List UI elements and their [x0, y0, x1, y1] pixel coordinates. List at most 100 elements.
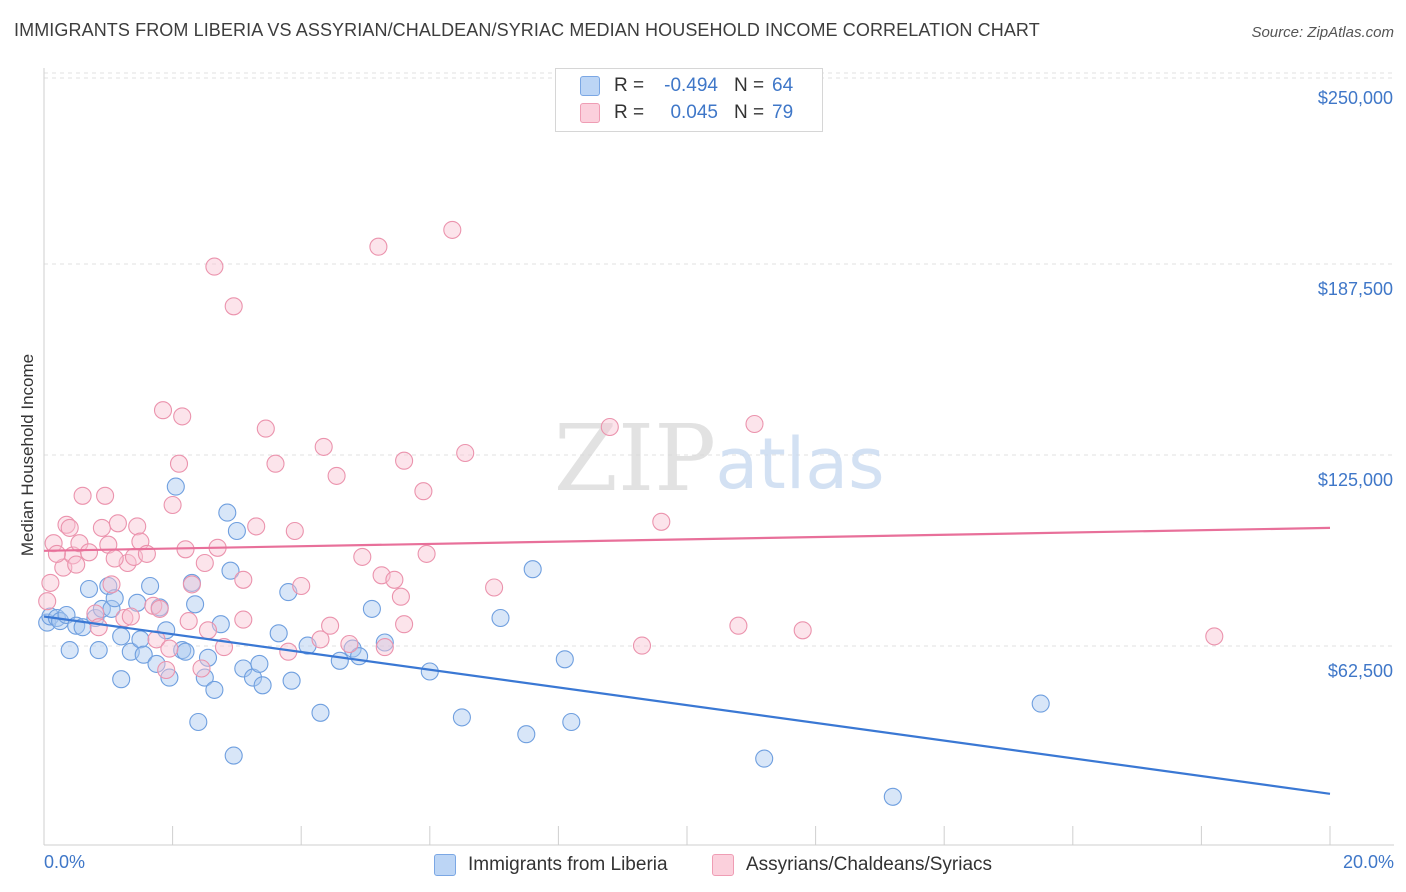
assyrian-point: [121, 607, 140, 626]
series-legend-liberia[interactable]: Immigrants from Liberia: [434, 852, 668, 878]
liberia-point: [189, 712, 208, 732]
assyrian-point: [745, 414, 764, 434]
liberia-point: [166, 477, 185, 496]
assyrian-point: [311, 630, 330, 649]
liberia-point: [221, 561, 240, 580]
y-tick-label: $62,500: [1328, 661, 1393, 681]
assyrian-point: [234, 610, 253, 629]
liberia-point: [147, 654, 166, 673]
liberia-point: [112, 670, 131, 689]
legend-n-label: N =: [734, 75, 765, 96]
trend-lines: [43, 526, 1331, 795]
liberia-point: [1031, 694, 1050, 713]
liberia-point: [186, 595, 205, 614]
liberia-point: [282, 671, 301, 690]
watermark-zip: ZIP: [554, 405, 716, 512]
assyrian-point: [414, 482, 433, 501]
liberia-point: [523, 560, 542, 579]
liberia-point: [330, 651, 349, 670]
liberia-point: [105, 589, 124, 608]
assyrian-point: [198, 621, 218, 640]
assyrian-point: [327, 466, 346, 485]
legend-r-value: 0.045: [670, 102, 718, 123]
legend-swatch-blue: [580, 76, 600, 96]
liberia-point: [224, 746, 243, 765]
liberia-point: [491, 608, 510, 628]
assyrian-point: [456, 443, 475, 463]
assyrian-point: [353, 547, 372, 566]
legend-n-label: N =: [734, 102, 765, 123]
assyrian-point: [128, 517, 147, 536]
assyrian-point: [102, 575, 121, 594]
assyrian-point: [38, 592, 57, 611]
legend-swatch-pink: [580, 103, 600, 123]
series-label-assyrian: Assyrians/Chaldeans/Syriacs: [746, 854, 993, 875]
data-points: [38, 220, 1224, 806]
assyrian-point: [391, 587, 410, 606]
assyrian-point: [70, 534, 89, 553]
legend-r-label: R =: [614, 102, 645, 123]
y-tick-label: $250,000: [1318, 88, 1393, 108]
liberia-point: [89, 641, 108, 660]
liberia-point: [362, 599, 381, 618]
assyrian-point: [205, 257, 224, 276]
series-legend: Immigrants from Liberia Assyrians/Chalde…: [0, 852, 1406, 878]
assyrian-point: [105, 549, 124, 568]
x-axis-min-label: 0.0%: [44, 852, 86, 872]
assyrian-point: [179, 612, 198, 631]
source-label: Source: ZipAtlas.com: [1251, 24, 1394, 41]
series-swatch-pink: [712, 854, 734, 876]
assyrian-point: [96, 486, 115, 505]
y-tick-label: $187,500: [1318, 279, 1393, 299]
liberia-point: [253, 676, 272, 695]
series-legend-assyrian[interactable]: Assyrians/Chaldeans/Syriacs: [712, 852, 992, 878]
assyrian-point: [395, 451, 414, 470]
assyrian-point: [150, 599, 169, 618]
assyrian-point: [92, 518, 111, 537]
liberia-point: [141, 576, 160, 596]
liberia-trend-line: [43, 615, 1331, 795]
chart-title: IMMIGRANTS FROM LIBERIA VS ASSYRIAN/CHAL…: [14, 20, 1040, 40]
assyrian-point: [182, 575, 201, 594]
assyrian-point: [224, 297, 243, 316]
legend-n-value: 64: [772, 75, 794, 96]
liberia-point: [755, 749, 774, 768]
liberia-point: [555, 650, 574, 669]
assyrian-point: [195, 553, 214, 573]
assyrian-point: [600, 417, 619, 437]
assyrian-point: [321, 616, 340, 635]
assyrian-point: [160, 639, 179, 658]
assyrian-point: [256, 419, 275, 438]
liberia-point: [176, 642, 195, 661]
liberia-point: [517, 725, 536, 744]
assyrian-point: [292, 576, 311, 596]
legend-n-value: 79: [772, 102, 794, 123]
liberia-point: [218, 503, 237, 522]
liberia-point: [311, 703, 330, 722]
assyrian-point: [47, 544, 66, 563]
assyrian-point: [67, 555, 86, 574]
liberia-point: [131, 630, 150, 649]
watermark-atlas: atlas: [715, 423, 884, 505]
assyrian-point: [108, 514, 127, 533]
assyrian-point: [285, 521, 304, 541]
assyrian-point: [369, 237, 388, 256]
liberia-point: [227, 521, 246, 541]
assyrian-point: [169, 454, 189, 473]
assyrian-point: [385, 570, 404, 589]
liberia-point: [112, 627, 131, 646]
assyrian-point: [266, 454, 285, 473]
assyrian-point: [652, 512, 671, 531]
assyrian-point: [314, 437, 333, 456]
liberia-point: [250, 654, 269, 673]
liberia-point: [205, 680, 224, 699]
assyrian-point: [57, 515, 76, 534]
assyrian-point: [153, 401, 173, 420]
liberia-point: [269, 624, 288, 643]
assyrian-point: [163, 495, 182, 515]
stats-legend: R = -0.494 N = 64 R = 0.045 N = 79: [555, 68, 823, 132]
assyrian-point: [157, 660, 176, 680]
assyrian-point: [632, 636, 652, 655]
legend-r-value: -0.494: [664, 75, 718, 96]
